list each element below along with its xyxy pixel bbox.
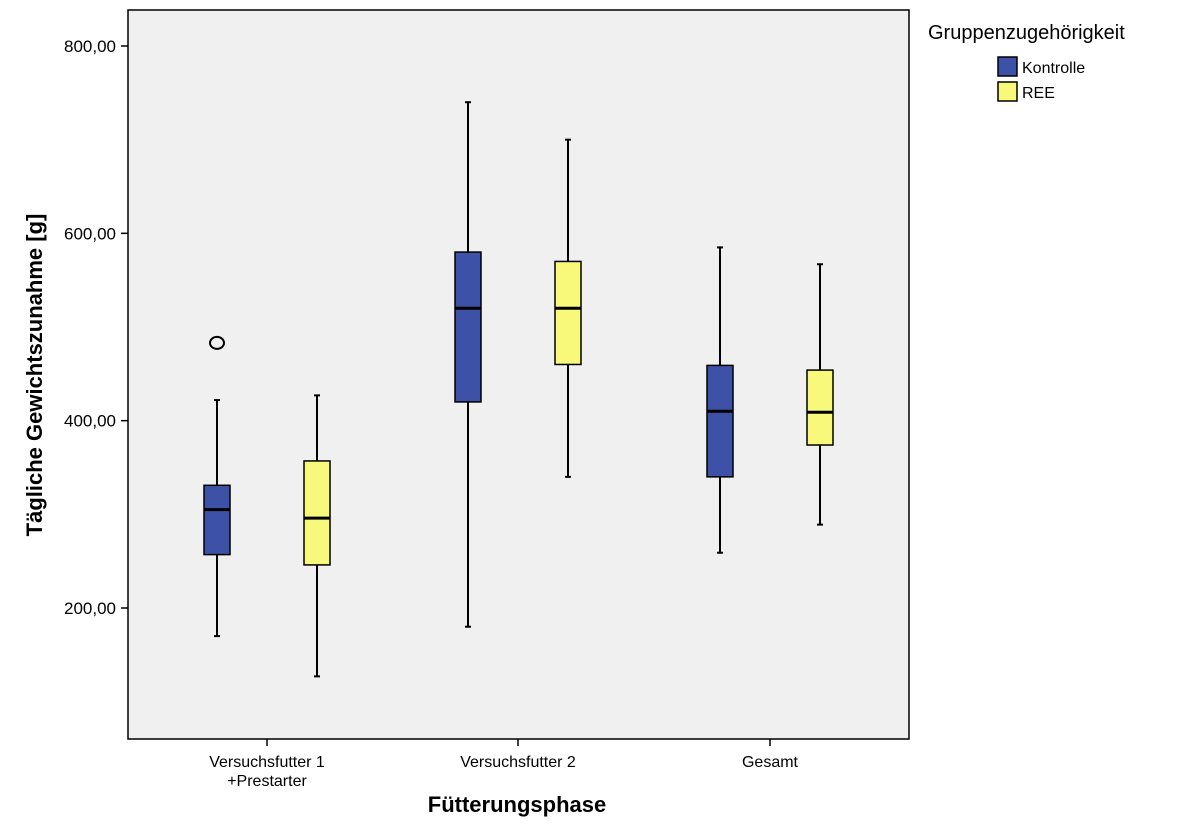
x-axis: Versuchsfutter 1 +Prestarter Versuchsfutte… <box>209 739 799 790</box>
legend-label-kontrolle: Kontrolle <box>1022 60 1085 77</box>
legend: Gruppenzugehörigkeit Kontrolle REE <box>928 22 1125 102</box>
box-iqr <box>706 364 734 478</box>
box-kontrolle-2 <box>454 101 482 628</box>
x-axis-title: Fütterungsphase <box>428 792 606 817</box>
box-kontrolle-1 <box>203 335 231 638</box>
legend-swatch-kontrolle <box>997 56 1018 77</box>
box-iqr <box>203 484 231 556</box>
y-tick-label: 800,00 <box>64 37 116 56</box>
box-ree-1 <box>303 394 331 678</box>
y-axis: 200,00 400,00 600,00 800,00 <box>64 37 128 618</box>
y-tick-label: 400,00 <box>64 412 116 431</box>
box-marks <box>203 101 834 678</box>
legend-swatch-ree <box>997 81 1018 102</box>
y-tick-label: 200,00 <box>64 599 116 618</box>
box-ree-2 <box>554 138 582 478</box>
plot-area <box>127 9 910 740</box>
x-tick-label: Versuchsfutter 1 <box>209 754 325 771</box>
box-ree-3 <box>806 263 834 526</box>
legend-title: Gruppenzugehörigkeit <box>928 22 1125 44</box>
box-kontrolle-3 <box>706 246 734 554</box>
y-tick-label: 600,00 <box>64 224 116 243</box>
box-iqr <box>303 460 331 566</box>
x-tick-label: Versuchsfutter 2 <box>460 754 576 771</box>
y-axis-title: Tägliche Gewichtszunahme [g] <box>22 214 47 537</box>
box-iqr <box>806 369 834 446</box>
x-tick-label-line2: +Prestarter <box>227 773 307 790</box>
box-iqr <box>454 251 482 403</box>
box-iqr <box>554 260 582 366</box>
legend-label-ree: REE <box>1022 85 1055 102</box>
outlier-point <box>209 335 225 350</box>
x-tick-label: Gesamt <box>742 754 799 771</box>
